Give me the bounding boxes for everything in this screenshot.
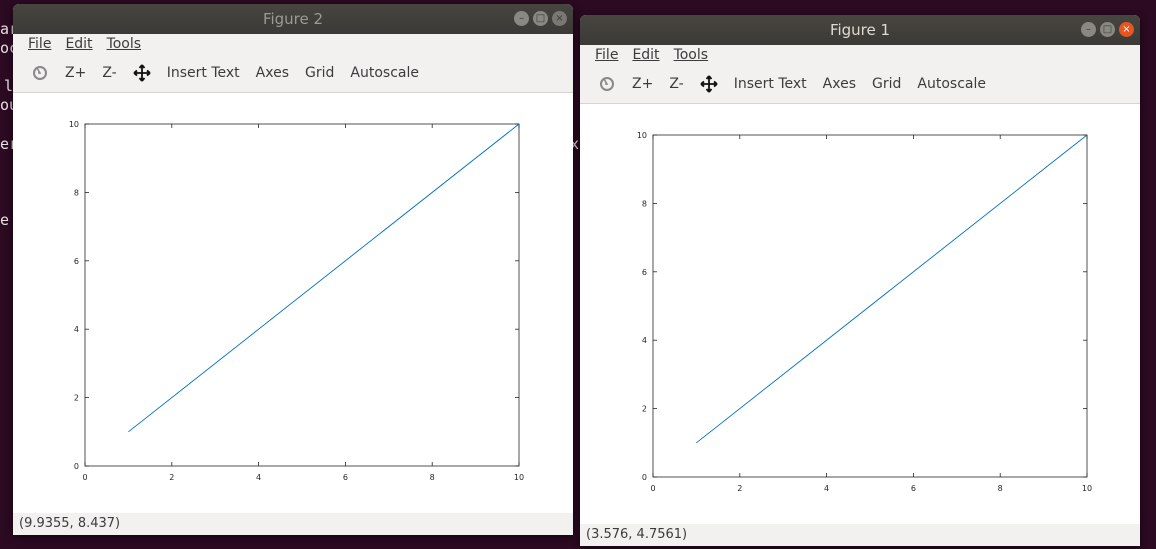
terminal-text: x (570, 135, 580, 153)
zoom-out-button[interactable]: Z- (669, 76, 684, 92)
zoom-in-button[interactable]: Z+ (65, 65, 87, 81)
pan-icon (133, 64, 151, 82)
pan-icon (700, 75, 718, 93)
menu-edit[interactable]: Edit (632, 47, 660, 63)
menu-file[interactable]: File (595, 47, 619, 63)
y-tick-label: 4 (642, 336, 647, 345)
x-tick-label: 4 (256, 473, 261, 482)
x-tick-label: 2 (169, 473, 174, 482)
x-tick-label: 0 (82, 473, 87, 482)
rotate-icon (600, 77, 614, 91)
zoom-out-button[interactable]: Z- (102, 65, 117, 81)
menu-tools[interactable]: Tools (673, 47, 709, 63)
axes-button[interactable]: Axes (255, 65, 289, 81)
plot-canvas[interactable]: 0 2 4 6 8 10 0 2 4 6 8 10 (13, 93, 573, 513)
toolbar: Z+ Z- Insert Text Axes Grid Autoscale (13, 54, 573, 93)
y-tick-label: 0 (74, 462, 79, 471)
menu-edit[interactable]: Edit (65, 36, 93, 52)
y-tick-label: 2 (74, 394, 79, 403)
axes-box (84, 123, 520, 467)
y-tick-label: 8 (74, 188, 79, 197)
minimize-button[interactable]: – (1081, 22, 1096, 37)
y-tick-label: 4 (74, 325, 79, 334)
window-title: Figure 2 (262, 10, 324, 28)
window-title: Figure 1 (829, 21, 891, 39)
y-tick-label: 6 (642, 268, 647, 277)
cursor-coordinates: (3.576, 4.7561) (586, 527, 688, 542)
series-line (696, 134, 1088, 444)
window-titlebar[interactable]: Figure 2 – □ × (13, 4, 573, 34)
toolbar: Z+ Z- Insert Text Axes Grid Autoscale (580, 65, 1140, 104)
pan-button[interactable] (692, 75, 726, 93)
grid-button[interactable]: Grid (872, 76, 902, 92)
axes-button[interactable]: Axes (822, 76, 856, 92)
insert-text-button[interactable]: Insert Text (166, 65, 240, 81)
y-tick-label: 10 (637, 131, 647, 140)
terminal-text: e (0, 211, 10, 229)
y-tick-label: 6 (74, 257, 79, 266)
y-tick-label: 10 (69, 120, 79, 129)
y-tick-label: 2 (642, 405, 647, 414)
x-tick-label: 4 (824, 484, 829, 493)
x-tick-label: 8 (430, 473, 435, 482)
rotate-button[interactable] (590, 75, 624, 93)
y-tick-label: 0 (642, 473, 647, 482)
menubar: File Edit Tools (580, 45, 1140, 65)
maximize-button[interactable]: □ (1100, 22, 1115, 37)
axes-box (652, 134, 1088, 478)
window-titlebar[interactable]: Figure 1 – □ × (580, 15, 1140, 45)
x-tick-label: 0 (650, 484, 655, 493)
figure-window[interactable]: Figure 1 – □ × File Edit Tools Z+ Z- Ins… (580, 15, 1140, 546)
menubar: File Edit Tools (13, 34, 573, 54)
autoscale-button[interactable]: Autoscale (917, 76, 986, 92)
status-bar: (9.9355, 8.437) (13, 513, 573, 535)
x-tick-label: 6 (343, 473, 348, 482)
x-tick-label: 8 (998, 484, 1003, 493)
plot-canvas[interactable]: 0 2 4 6 8 10 0 2 4 6 8 10 (580, 104, 1140, 524)
rotate-icon (33, 66, 47, 80)
menu-file[interactable]: File (28, 36, 52, 52)
autoscale-button[interactable]: Autoscale (350, 65, 419, 81)
cursor-coordinates: (9.9355, 8.437) (19, 516, 121, 531)
y-tick-label: 8 (642, 199, 647, 208)
zoom-in-button[interactable]: Z+ (632, 76, 654, 92)
rotate-button[interactable] (23, 64, 57, 82)
series-line (128, 123, 520, 433)
minimize-button[interactable]: – (514, 11, 529, 26)
close-button[interactable]: × (552, 11, 567, 26)
menu-tools[interactable]: Tools (106, 36, 142, 52)
x-tick-label: 2 (737, 484, 742, 493)
terminal-text: l (4, 77, 14, 95)
plot-figure: 0 2 4 6 8 10 0 2 4 6 8 10 (69, 120, 524, 482)
status-bar: (3.576, 4.7561) (580, 524, 1140, 546)
pan-button[interactable] (125, 64, 159, 82)
x-tick-label: 10 (1082, 484, 1092, 493)
figure-window[interactable]: Figure 2 – □ × File Edit Tools Z+ Z- Ins… (13, 4, 573, 535)
grid-button[interactable]: Grid (305, 65, 335, 81)
maximize-button[interactable]: □ (533, 11, 548, 26)
x-tick-label: 10 (514, 473, 524, 482)
plot-figure: 0 2 4 6 8 10 0 2 4 6 8 10 (637, 131, 1092, 493)
insert-text-button[interactable]: Insert Text (733, 76, 807, 92)
close-button[interactable]: × (1119, 22, 1134, 37)
x-tick-label: 6 (911, 484, 916, 493)
